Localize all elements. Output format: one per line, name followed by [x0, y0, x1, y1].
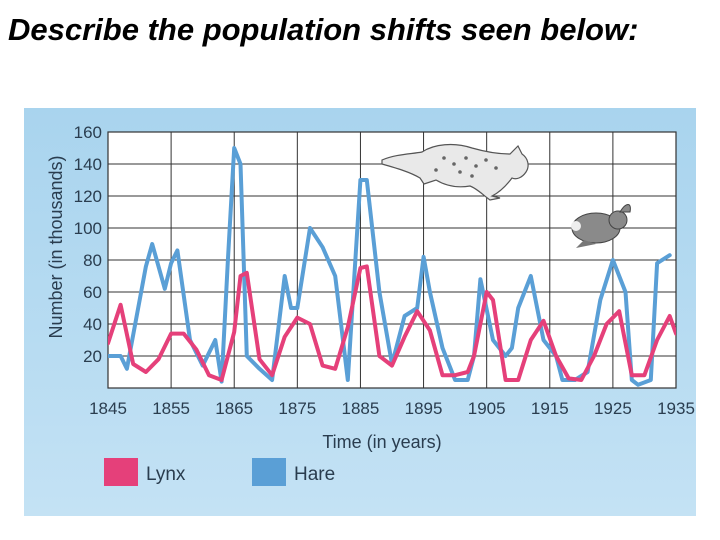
x-tick-label: 1935 — [657, 399, 695, 418]
line-chart: 20 40 60 80 100 120 140 160 1845 1855 1865 1875 1885… — [46, 123, 695, 486]
hare-illustration-icon — [571, 204, 631, 248]
y-tick-label: 160 — [74, 123, 102, 142]
x-tick-label: 1855 — [152, 399, 190, 418]
y-tick-label: 120 — [74, 187, 102, 206]
y-tick-label: 60 — [83, 283, 102, 302]
x-tick-label: 1865 — [215, 399, 253, 418]
x-tick-label: 1885 — [342, 399, 380, 418]
x-tick-label: 1895 — [405, 399, 443, 418]
y-tick-label: 140 — [74, 155, 102, 174]
plot-border — [107, 131, 677, 389]
legend-label-lynx: Lynx — [146, 464, 186, 485]
x-tick-label: 1845 — [89, 399, 127, 418]
x-tick-label: 1905 — [468, 399, 506, 418]
chart-figure: 20 40 60 80 100 120 140 160 1845 1855 1865 1875 1885… — [24, 108, 696, 516]
legend-label-hare: Hare — [294, 464, 335, 485]
slide-title: Describe the population shifts seen belo… — [8, 12, 639, 47]
series-line-lynx — [108, 264, 676, 382]
legend-swatch-lynx — [104, 458, 138, 486]
x-tick-label: 1925 — [594, 399, 632, 418]
legend-swatch-hare — [252, 458, 286, 486]
x-tick-label: 1875 — [278, 399, 316, 418]
y-tick-label: 40 — [83, 315, 102, 334]
y-axis-label: Number (in thousands) — [46, 155, 66, 338]
y-tick-label: 80 — [83, 251, 102, 270]
x-tick-label: 1915 — [531, 399, 569, 418]
x-axis-label: Time (in years) — [322, 432, 441, 452]
lynx-illustration-icon — [381, 143, 529, 201]
y-tick-label: 20 — [83, 347, 102, 366]
y-tick-label: 100 — [74, 219, 102, 238]
